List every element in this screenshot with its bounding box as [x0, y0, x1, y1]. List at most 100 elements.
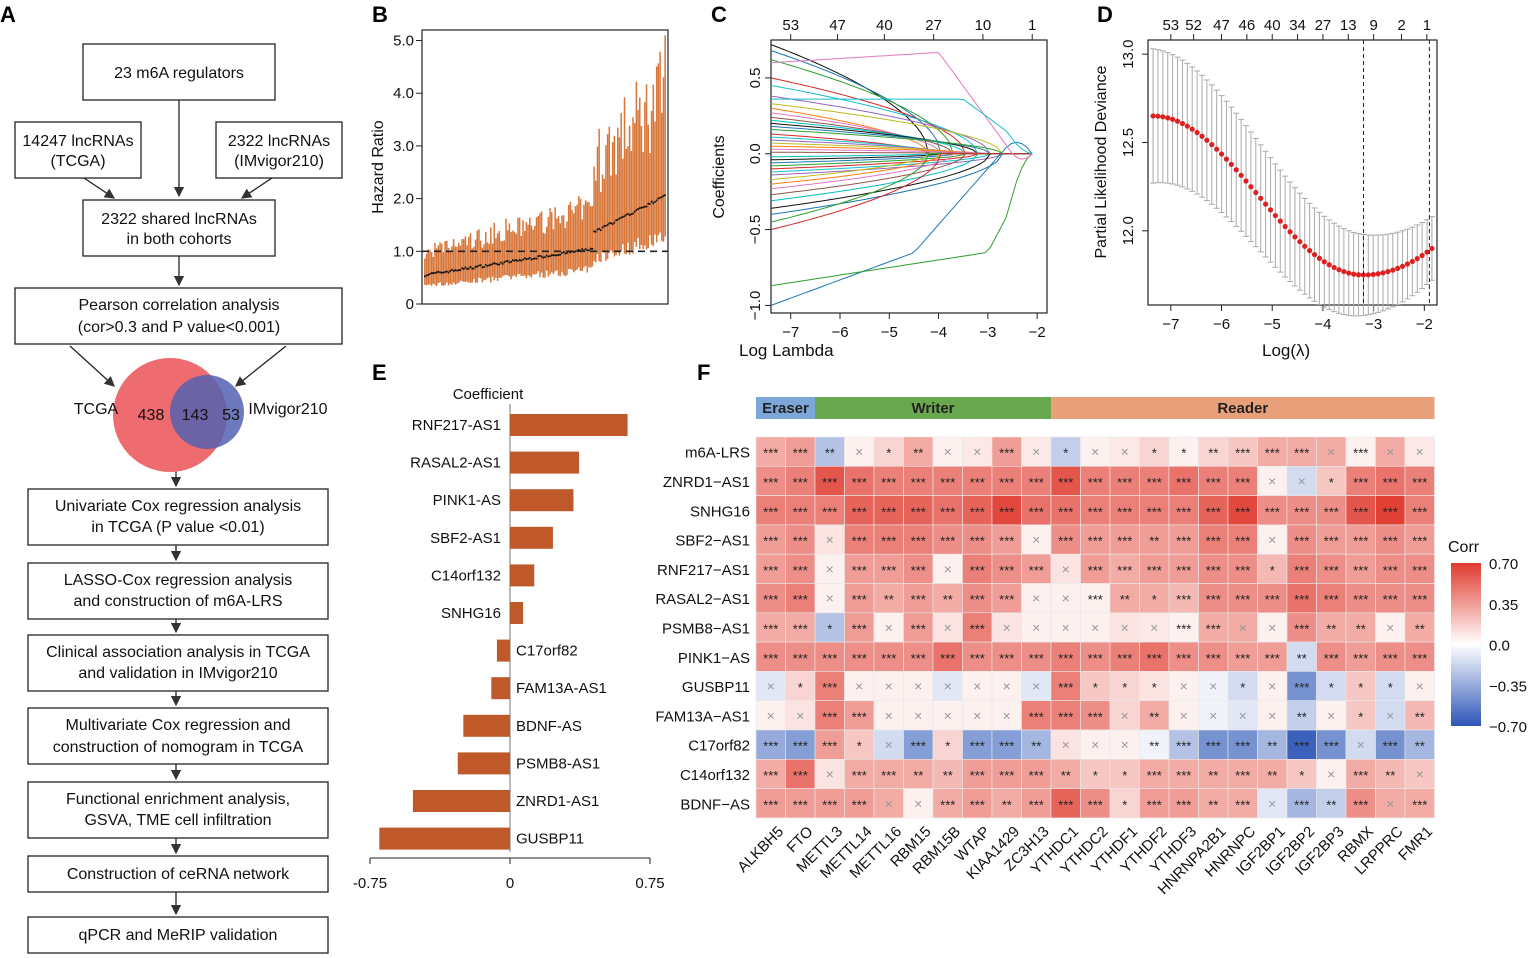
heatmap-row-label: RNF217−AS1: [657, 562, 750, 579]
top-tick-label: 40: [1264, 17, 1281, 34]
plot-frame: [770, 39, 1048, 314]
heatmap-row-label: SNHG16: [690, 503, 750, 520]
significance-mark: ***: [822, 475, 837, 490]
y-tick-label: 4.0: [393, 85, 414, 102]
coef-bar: [510, 564, 535, 587]
hr-point: [491, 263, 494, 265]
significance-mark: **: [1267, 739, 1277, 754]
y-tick-label: 13.0: [1120, 40, 1137, 69]
hr-point: [503, 261, 506, 263]
x-tick-label: −5: [881, 324, 898, 341]
significance-mark: *: [1358, 709, 1363, 724]
significance-mark: ***: [1176, 504, 1191, 519]
nonsignificant-mark: ×: [885, 737, 893, 753]
significance-mark: *: [1093, 768, 1098, 783]
heatmap-cell: [1227, 583, 1258, 614]
heatmap-cell: [844, 641, 875, 672]
coefficient-path: [770, 141, 1033, 306]
heatmap-cell: [1139, 583, 1170, 614]
flow-box-univariate: [27, 488, 329, 546]
nonsignificant-mark: ×: [885, 678, 893, 694]
deviance-point: [1282, 223, 1288, 230]
coef-category-label: ZNRD1-AS1: [516, 793, 599, 810]
heatmap-cell: [844, 524, 875, 555]
heatmap-cell: [1286, 671, 1317, 702]
heatmap-cell: [1404, 729, 1435, 760]
x-tick-label: −2: [1416, 316, 1433, 333]
significance-mark: ***: [852, 709, 867, 724]
hr-point: [545, 254, 548, 257]
x-tick-label: 0.75: [635, 875, 664, 892]
heatmap-cell: [1316, 495, 1347, 526]
significance-mark: ***: [999, 592, 1014, 607]
significance-mark: ***: [1029, 797, 1044, 812]
nonsignificant-mark: ×: [1416, 678, 1424, 694]
nonsignificant-mark: ×: [973, 444, 981, 460]
significance-mark: ***: [763, 797, 778, 812]
significance-mark: ***: [1029, 475, 1044, 490]
heatmap-cell: [1109, 612, 1140, 643]
significance-mark: ***: [970, 563, 985, 578]
significance-mark: *: [798, 680, 803, 695]
heatmap-cell: [873, 465, 904, 496]
significance-mark: ***: [763, 563, 778, 578]
heatmap-cell: [1286, 729, 1317, 760]
flow-box-qpcr: [27, 916, 329, 954]
significance-mark: ***: [1117, 504, 1132, 519]
heatmap-cell: [1286, 495, 1317, 526]
coef-bar: [510, 526, 553, 549]
significance-mark: *: [1122, 680, 1127, 695]
heatmap-cell: [903, 524, 934, 555]
significance-mark: ***: [1176, 592, 1191, 607]
heatmap-row-label: PSMB8−AS1: [662, 620, 750, 637]
heatmap-cell: [1345, 671, 1376, 702]
plot-frame: [421, 29, 669, 305]
hr-point: [649, 203, 651, 205]
top-tick-label: 47: [829, 17, 846, 34]
heatmap-cell: [991, 700, 1022, 731]
deviance-point: [1179, 120, 1186, 127]
heatmap-cell: [962, 583, 993, 614]
hr-point: [498, 263, 501, 266]
hr-point: [600, 229, 602, 232]
heatmap-cell: [1021, 524, 1052, 555]
deviance-point: [1380, 270, 1386, 276]
flow-box-multivariate: [27, 707, 329, 765]
coef-category-label: GUSBP11: [516, 831, 584, 848]
heatmap-cell: [991, 465, 1022, 496]
hr-point: [627, 212, 629, 215]
hr-point: [537, 255, 540, 258]
heatmap-cell: [1050, 583, 1081, 614]
nonsignificant-mark: ×: [1121, 707, 1129, 723]
heatmap-cell: [1404, 700, 1435, 731]
heatmap-cell: [1227, 436, 1258, 467]
heatmap-cell: [755, 612, 786, 643]
heatmap-cell: [785, 641, 816, 672]
hr-point: [572, 251, 575, 253]
significance-mark: *: [1329, 475, 1334, 490]
significance-mark: ***: [1294, 446, 1309, 461]
significance-mark: ***: [1235, 534, 1250, 549]
significance-mark: ***: [1353, 504, 1368, 519]
flow-arrow: [83, 177, 116, 199]
hr-point: [569, 251, 572, 254]
heatmap-cell: [903, 583, 934, 614]
heatmap-row-label: BDNF−AS: [680, 796, 750, 813]
venn-circle-imvigor: [170, 375, 244, 449]
lasso-coefficient-plot: −7 −6 −5 −4 −3 −2 −1.0 −0.5 0.0 0.5 53 47 40 27 10 1 Log…: [711, 17, 1048, 360]
significance-mark: ***: [793, 592, 808, 607]
hr-point: [642, 206, 644, 209]
flow-text: in both cohorts: [127, 231, 232, 248]
hr-point: [461, 267, 463, 270]
hr-point: [464, 266, 467, 269]
hr-point: [655, 199, 658, 202]
significance-mark: ***: [793, 621, 808, 636]
x-tick-label: −3: [1365, 316, 1382, 333]
x-tick-label: −7: [782, 324, 799, 341]
deviance-point: [1155, 113, 1161, 119]
deviance-point: [1189, 126, 1195, 132]
significance-mark: ***: [793, 739, 808, 754]
hr-point: [662, 194, 665, 197]
hr-point: [591, 248, 594, 250]
significance-mark: *: [857, 739, 862, 754]
